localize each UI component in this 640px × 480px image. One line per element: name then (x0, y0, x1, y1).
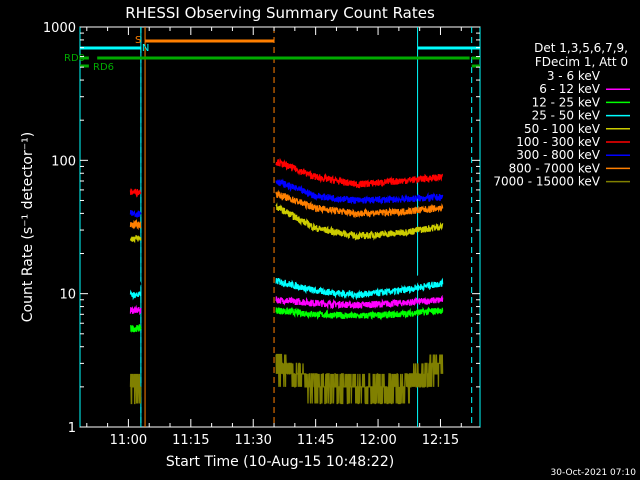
series-line-3-seg2 (275, 277, 444, 301)
rd0-flag-label: RD0 (64, 53, 85, 64)
series-line-0-seg2 (275, 269, 444, 288)
axes-layer: 11:00 11:15 11:30 11:45 12:00 12:15 1 10 100 1000 (43, 21, 480, 448)
series-line-5-seg2 (275, 157, 444, 189)
legend-entry-label: 7000 - 15000 keV (493, 175, 600, 189)
series-line-0-seg1 (129, 279, 142, 288)
series-line-2-seg1 (129, 323, 142, 333)
rd6-flag-label: RD6 (93, 62, 114, 73)
legend-entry-label: 3 - 6 keV (547, 69, 601, 83)
legend-header-line-2: FDecim 1, Att 0 (535, 55, 628, 69)
legend-header-line-1: Det 1,3,5,6,7,9, (534, 41, 628, 55)
y-tick-label: 1000 (43, 21, 76, 36)
series-line-8-seg2 (275, 353, 444, 405)
saa-flag-label: S (135, 35, 141, 46)
y-tick-label: 10 (59, 288, 76, 303)
series-line-6-seg2 (275, 178, 444, 205)
legend-entry-label: 6 - 12 keV (539, 82, 601, 96)
x-tick-label: 11:30 (234, 433, 271, 448)
flags-layer: SN RD0 RD6 (64, 27, 481, 427)
x-tick-label: 11:15 (172, 433, 209, 448)
legend-entry-label: 800 - 7000 keV (509, 161, 601, 175)
y-tick-label: 100 (51, 154, 76, 169)
series-line-4-seg2 (275, 202, 444, 241)
series-line-5-seg1 (129, 188, 142, 198)
legend-entry-label: 300 - 800 keV (516, 148, 600, 162)
x-tick-label: 11:45 (297, 433, 334, 448)
night-flag-label: N (142, 43, 149, 54)
x-tick-label: 11:00 (110, 433, 147, 448)
series-line-2-seg2 (275, 306, 444, 321)
series-line-6-seg1 (129, 209, 142, 218)
y-tick-label: 1 (68, 421, 76, 436)
series-line-7-seg1 (129, 218, 142, 231)
x-tick-label: 12:15 (422, 433, 459, 448)
series-line-7-seg2 (275, 189, 444, 219)
series-line-1-seg2 (275, 294, 444, 310)
legend-entry-label: 12 - 25 keV (532, 95, 601, 109)
series-line-1-seg1 (129, 304, 142, 316)
chart-title: RHESSI Observing Summary Count Rates (125, 4, 435, 22)
legend-entry-label: 25 - 50 keV (532, 109, 601, 123)
series-line-4-seg1 (129, 234, 142, 244)
legend-entry-label: 50 - 100 keV (524, 122, 601, 136)
legend-entry-label: 100 - 300 keV (516, 135, 600, 149)
x-tick-label: 12:00 (359, 433, 396, 448)
series-line-8-seg1 (129, 373, 142, 405)
series-layer (129, 157, 444, 405)
x-axis-label: Start Time (10-Aug-15 10:48:22) (166, 454, 394, 470)
series-line-3-seg1 (129, 289, 142, 301)
y-axis-label: Count Rate (s⁻¹ detector⁻¹) (20, 132, 36, 322)
footer-date: 30-Oct-2021 07:10 (551, 468, 637, 478)
